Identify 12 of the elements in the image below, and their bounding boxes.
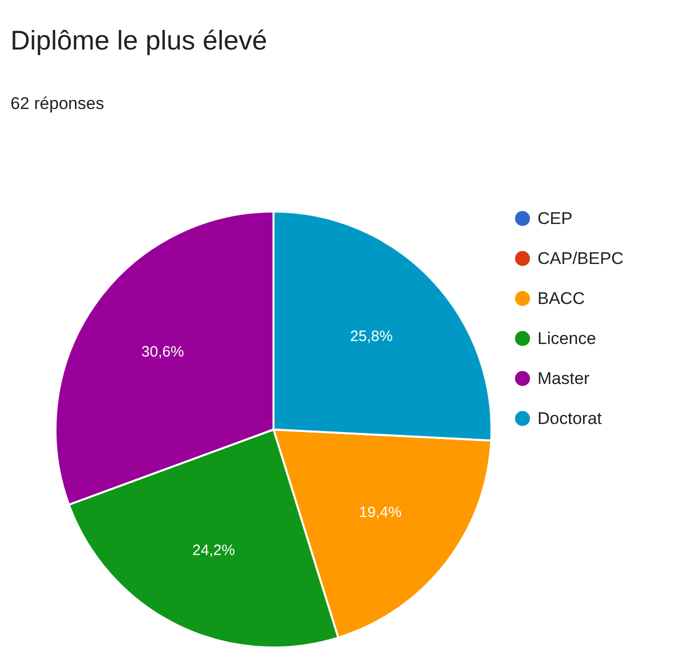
data-label: 19,4% [359,504,402,521]
legend-label: CEP [538,209,572,228]
data-label: 24,2% [192,542,235,560]
legend-label: BACC [538,289,585,308]
data-label: 25,8% [350,328,393,345]
chart-title: Diplôme le plus élevé [10,26,268,56]
legend-label: Master [538,369,590,388]
chart-subtitle: 62 réponses [10,94,104,113]
legend-label: Licence [538,329,596,348]
legend-label: CAP/BEPC [538,249,624,268]
data-label: 30,6% [141,344,184,361]
legend-label: Doctorat [538,409,602,428]
